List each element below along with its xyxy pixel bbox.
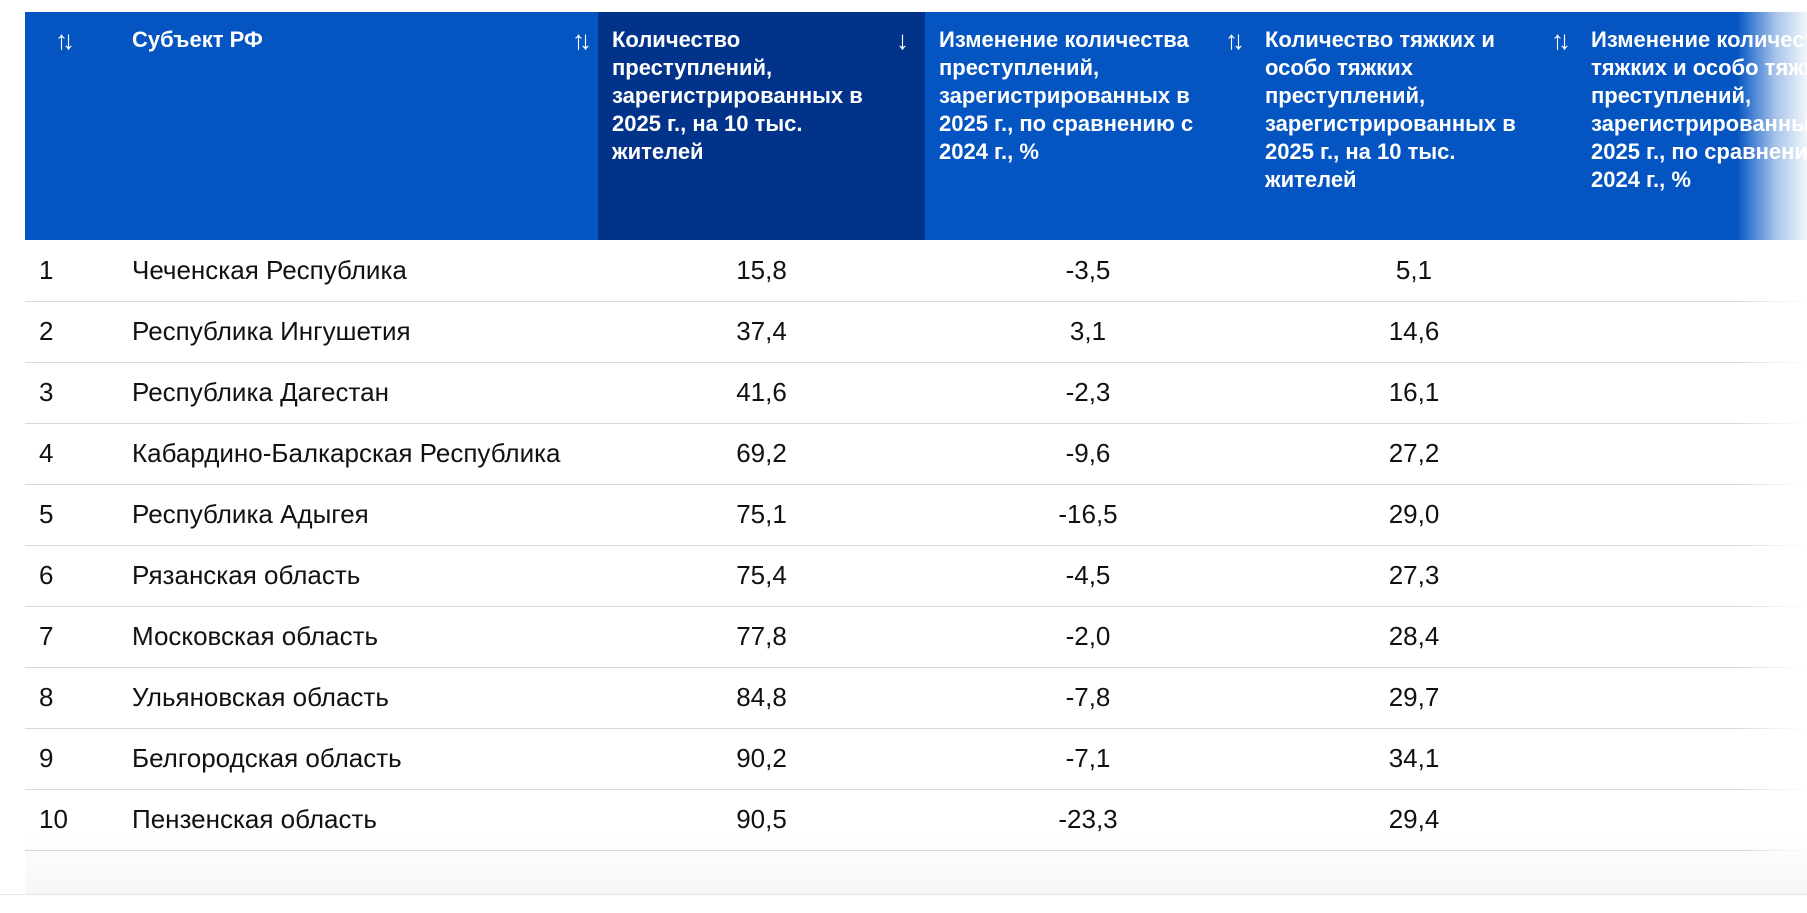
grave-crimes-change-cell: 2,6 xyxy=(1577,301,1807,363)
grave-crimes-change-cell: -1,4 xyxy=(1577,667,1807,729)
crimes-per-10k-cell: 15,8 xyxy=(598,240,925,302)
rank-cell: 5 xyxy=(25,484,118,546)
grave-crimes-change-cell: 15,3 xyxy=(1577,362,1807,424)
ranking-table-container: ↑↓ ↑↓ Субъект РФ ↓ Количество преступлений, … xyxy=(25,12,1807,894)
grave-crimes-change-cell: 5,8 xyxy=(1577,545,1807,607)
grave-crimes-change-column-header: Изменение количества тяжких и особо тяжк… xyxy=(1577,12,1807,240)
region-name-cell: Республика Адыгея xyxy=(118,484,598,546)
rank-cell: 10 xyxy=(25,789,118,851)
crimes-change-cell: -7,8 xyxy=(925,667,1251,729)
rank-cell: 3 xyxy=(25,362,118,424)
sort-both-icon[interactable]: ↑↓ xyxy=(572,25,592,55)
grave-crimes-change-cell: -2,3 xyxy=(1577,240,1807,302)
region-name-cell: Рязанская область xyxy=(118,545,598,607)
region-name-cell: Кабардино-Балкарская Республика xyxy=(118,423,598,485)
rank-cell: 7 xyxy=(25,606,118,668)
crime-ranking-table: ↑↓ ↑↓ Субъект РФ ↓ Количество преступлений, … xyxy=(25,12,1807,851)
grave-crimes-per-10k-cell: 29,4 xyxy=(1251,789,1577,851)
crimes-change-column-header[interactable]: ↑↓ Изменение количества преступлений, зар… xyxy=(925,12,1251,240)
region-name-cell: Республика Дагестан xyxy=(118,362,598,424)
grave-crimes-change-cell: 0,4 xyxy=(1577,789,1807,851)
column-header-label: Субъект РФ xyxy=(132,27,263,52)
grave-crimes-per-10k-cell: 29,0 xyxy=(1251,484,1577,546)
rank-cell: 1 xyxy=(25,240,118,302)
grave-crimes-per-10k-cell: 28,4 xyxy=(1251,606,1577,668)
grave-crimes-per-10k-cell: 34,1 xyxy=(1251,728,1577,790)
sort-down-icon[interactable]: ↓ xyxy=(896,25,909,55)
rank-cell: 8 xyxy=(25,667,118,729)
crimes-change-cell: -7,1 xyxy=(925,728,1251,790)
column-header-label: Количество преступлений, зарегистрирован… xyxy=(612,27,863,164)
crimes-change-cell: -9,6 xyxy=(925,423,1251,485)
crimes-per-10k-cell: 41,6 xyxy=(598,362,925,424)
crimes-per-10k-cell: 75,1 xyxy=(598,484,925,546)
crimes-change-cell: -4,5 xyxy=(925,545,1251,607)
crimes-per-10k-cell: 90,5 xyxy=(598,789,925,851)
grave-crimes-per-10k-cell: 16,1 xyxy=(1251,362,1577,424)
grave-crimes-per-10k-cell: 5,1 xyxy=(1251,240,1577,302)
crimes-change-cell: 3,1 xyxy=(925,301,1251,363)
grave-crimes-per-10k-cell: 27,3 xyxy=(1251,545,1577,607)
grave-crimes-change-cell: 0,6 xyxy=(1577,606,1807,668)
crimes-change-cell: -3,5 xyxy=(925,240,1251,302)
crimes-per-10k-cell: 90,2 xyxy=(598,728,925,790)
rank-cell: 4 xyxy=(25,423,118,485)
grave-crimes-per-10k-cell: 14,6 xyxy=(1251,301,1577,363)
table-row: 4 Кабардино-Балкарская Республика 69,2 -9,6… xyxy=(25,423,1807,485)
grave-crimes-change-cell: -13,8 xyxy=(1577,484,1807,546)
column-header-label: Изменение количества преступлений, зарег… xyxy=(939,27,1194,164)
rank-cell: 6 xyxy=(25,545,118,607)
crimes-change-cell: -2,0 xyxy=(925,606,1251,668)
region-name-cell: Белгородская область xyxy=(118,728,598,790)
region-name-cell: Московская область xyxy=(118,606,598,668)
grave-crimes-per-10k-cell: 27,2 xyxy=(1251,423,1577,485)
grave-crimes-change-cell: -0,9 xyxy=(1577,423,1807,485)
crimes-change-cell: -2,3 xyxy=(925,362,1251,424)
grave-crimes-per-10k-column-header[interactable]: ↑↓ Количество тяжких и особо тяжких прест… xyxy=(1251,12,1577,240)
rank-cell: 9 xyxy=(25,728,118,790)
crimes-per-10k-column-header[interactable]: ↓ Количество преступлений, зарегистрирова… xyxy=(598,12,925,240)
crimes-per-10k-cell: 75,4 xyxy=(598,545,925,607)
sort-both-icon[interactable]: ↑↓ xyxy=(55,25,75,55)
region-name-cell: Республика Ингушетия xyxy=(118,301,598,363)
table-header: ↑↓ ↑↓ Субъект РФ ↓ Количество преступлений, … xyxy=(25,12,1807,240)
crimes-per-10k-cell: 77,8 xyxy=(598,606,925,668)
table-bottom-edge xyxy=(0,894,1807,913)
crimes-per-10k-cell: 84,8 xyxy=(598,667,925,729)
column-header-label: Изменение количества тяжких и особо тяжк… xyxy=(1591,27,1807,192)
sort-both-icon[interactable]: ↑↓ xyxy=(1225,25,1245,55)
crimes-per-10k-cell: 69,2 xyxy=(598,423,925,485)
sort-both-icon[interactable]: ↑↓ xyxy=(1551,25,1571,55)
crimes-change-cell: -16,5 xyxy=(925,484,1251,546)
grave-crimes-per-10k-cell: 29,7 xyxy=(1251,667,1577,729)
crimes-per-10k-cell: 37,4 xyxy=(598,301,925,363)
column-header-label: Количество тяжких и особо тяжких преступ… xyxy=(1265,27,1516,192)
header-row: ↑↓ ↑↓ Субъект РФ ↓ Количество преступлений, … xyxy=(25,12,1807,240)
rank-cell: 2 xyxy=(25,301,118,363)
region-name-cell: Ульяновская область xyxy=(118,667,598,729)
region-column-header[interactable]: ↑↓ Субъект РФ xyxy=(118,12,598,240)
grave-crimes-change-cell: -0,4 xyxy=(1577,728,1807,790)
crimes-change-cell: -23,3 xyxy=(925,789,1251,851)
region-name-cell: Пензенская область xyxy=(118,789,598,851)
region-name-cell: Чеченская Республика xyxy=(118,240,598,302)
rank-column-header[interactable]: ↑↓ xyxy=(25,12,118,240)
